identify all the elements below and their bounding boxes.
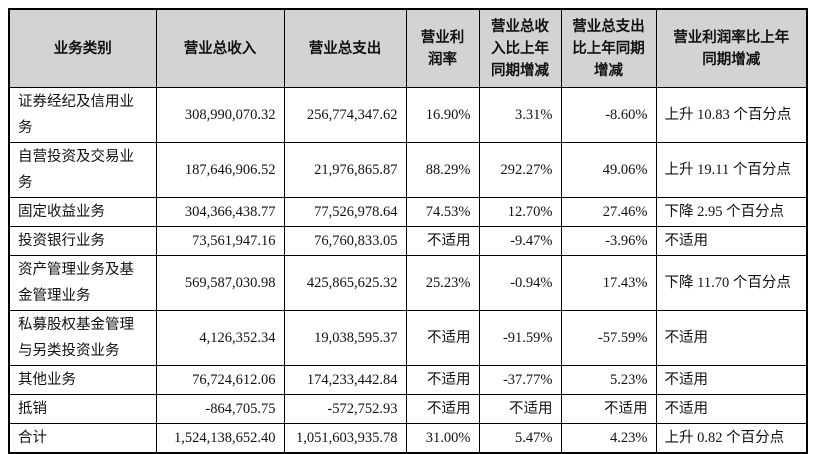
table-row: 投资银行业务 73,561,947.16 76,760,833.05 不适用 -…	[8, 226, 808, 256]
cell-profit-margin: 不适用	[405, 226, 480, 256]
table-row-total: 合计 1,524,138,652.40 1,051,603,935.78 31.…	[8, 423, 808, 454]
cell-profit-margin: 88.29%	[405, 142, 480, 198]
cell-expense-yoy-change: -57.59%	[560, 310, 657, 366]
cell-expense-yoy-change: 27.46%	[560, 197, 657, 227]
cell-revenue-yoy-change: -9.47%	[478, 226, 562, 256]
cell-margin-yoy-change: 不适用	[655, 365, 808, 395]
header-row: 业务类别 营业总收入 营业总支出 营业利 润率 营业总收 入比上年 同期增减 营…	[8, 8, 808, 88]
cell-expense-yoy-change: 不适用	[560, 394, 657, 424]
cell-total-revenue: 1,524,138,652.40	[155, 423, 285, 454]
table-row: 固定收益业务 304,366,438.77 77,526,978.64 74.5…	[8, 197, 808, 227]
cell-margin-yoy-change: 不适用	[655, 226, 808, 256]
cell-total-revenue: 76,724,612.06	[155, 365, 285, 395]
cell-business-category: 固定收益业务	[8, 197, 157, 227]
cell-expense-yoy-change: 17.43%	[560, 255, 657, 311]
table-row: 其他业务 76,724,612.06 174,233,442.84 不适用 -3…	[8, 365, 808, 395]
header-profit-margin: 营业利 润率	[405, 8, 480, 88]
header-total-expense: 营业总支出	[283, 8, 407, 88]
cell-business-category: 证券经纪及信用业务	[8, 87, 157, 143]
cell-total-revenue: 73,561,947.16	[155, 226, 285, 256]
cell-margin-yoy-change: 下降 2.95 个百分点	[655, 197, 808, 227]
header-revenue-yoy-change: 营业总收 入比上年 同期增减	[478, 8, 562, 88]
table-row: 私募股权基金管理与另类投资业务 4,126,352.34 19,038,595.…	[8, 310, 808, 366]
cell-margin-yoy-change: 不适用	[655, 310, 808, 366]
cell-total-expense: 21,976,865.87	[283, 142, 407, 198]
cell-total-revenue: -864,705.75	[155, 394, 285, 424]
cell-revenue-yoy-change: 12.70%	[478, 197, 562, 227]
table-row: 自营投资及交易业务 187,646,906.52 21,976,865.87 8…	[8, 142, 808, 198]
cell-total-revenue: 569,587,030.98	[155, 255, 285, 311]
cell-total-revenue: 304,366,438.77	[155, 197, 285, 227]
cell-profit-margin: 不适用	[405, 394, 480, 424]
cell-total-expense: 1,051,603,935.78	[283, 423, 407, 454]
cell-business-category: 自营投资及交易业务	[8, 142, 157, 198]
cell-profit-margin: 16.90%	[405, 87, 480, 143]
cell-business-category: 抵销	[8, 394, 157, 424]
cell-total-expense: 19,038,595.37	[283, 310, 407, 366]
table-row: 资产管理业务及基金管理业务 569,587,030.98 425,865,625…	[8, 255, 808, 311]
cell-revenue-yoy-change: -91.59%	[478, 310, 562, 366]
header-business-category: 业务类别	[8, 8, 157, 88]
cell-expense-yoy-change: 5.23%	[560, 365, 657, 395]
cell-expense-yoy-change: 49.06%	[560, 142, 657, 198]
cell-total-expense: 77,526,978.64	[283, 197, 407, 227]
cell-business-category: 合计	[8, 423, 157, 454]
cell-total-revenue: 187,646,906.52	[155, 142, 285, 198]
cell-business-category: 其他业务	[8, 365, 157, 395]
cell-total-revenue: 4,126,352.34	[155, 310, 285, 366]
cell-profit-margin: 不适用	[405, 365, 480, 395]
cell-revenue-yoy-change: 不适用	[478, 394, 562, 424]
cell-revenue-yoy-change: -0.94%	[478, 255, 562, 311]
cell-profit-margin: 不适用	[405, 310, 480, 366]
cell-margin-yoy-change: 下降 11.70 个百分点	[655, 255, 808, 311]
cell-total-expense: -572,752.93	[283, 394, 407, 424]
cell-business-category: 资产管理业务及基金管理业务	[8, 255, 157, 311]
cell-total-expense: 174,233,442.84	[283, 365, 407, 395]
cell-expense-yoy-change: 4.23%	[560, 423, 657, 454]
cell-total-revenue: 308,990,070.32	[155, 87, 285, 143]
header-total-revenue: 营业总收入	[155, 8, 285, 88]
cell-business-category: 投资银行业务	[8, 226, 157, 256]
cell-margin-yoy-change: 不适用	[655, 394, 808, 424]
header-expense-yoy-change: 营业总支出 比上年同期 增减	[560, 8, 657, 88]
cell-business-category: 私募股权基金管理与另类投资业务	[8, 310, 157, 366]
cell-margin-yoy-change: 上升 19.11 个百分点	[655, 142, 808, 198]
cell-expense-yoy-change: -3.96%	[560, 226, 657, 256]
cell-profit-margin: 31.00%	[405, 423, 480, 454]
cell-revenue-yoy-change: 292.27%	[478, 142, 562, 198]
table-row: 抵销 -864,705.75 -572,752.93 不适用 不适用 不适用 不…	[8, 394, 808, 424]
cell-profit-margin: 25.23%	[405, 255, 480, 311]
cell-revenue-yoy-change: 5.47%	[478, 423, 562, 454]
cell-expense-yoy-change: -8.60%	[560, 87, 657, 143]
cell-total-expense: 425,865,625.32	[283, 255, 407, 311]
cell-total-expense: 76,760,833.05	[283, 226, 407, 256]
cell-revenue-yoy-change: 3.31%	[478, 87, 562, 143]
cell-margin-yoy-change: 上升 10.83 个百分点	[655, 87, 808, 143]
cell-total-expense: 256,774,347.62	[283, 87, 407, 143]
cell-revenue-yoy-change: -37.77%	[478, 365, 562, 395]
cell-profit-margin: 74.53%	[405, 197, 480, 227]
business-segment-table: 业务类别 营业总收入 营业总支出 营业利 润率 营业总收 入比上年 同期增减 营…	[8, 8, 808, 454]
cell-margin-yoy-change: 上升 0.82 个百分点	[655, 423, 808, 454]
table-row: 证券经纪及信用业务 308,990,070.32 256,774,347.62 …	[8, 87, 808, 143]
header-margin-yoy-change: 营业利润率比上年 同期增减	[655, 8, 808, 88]
